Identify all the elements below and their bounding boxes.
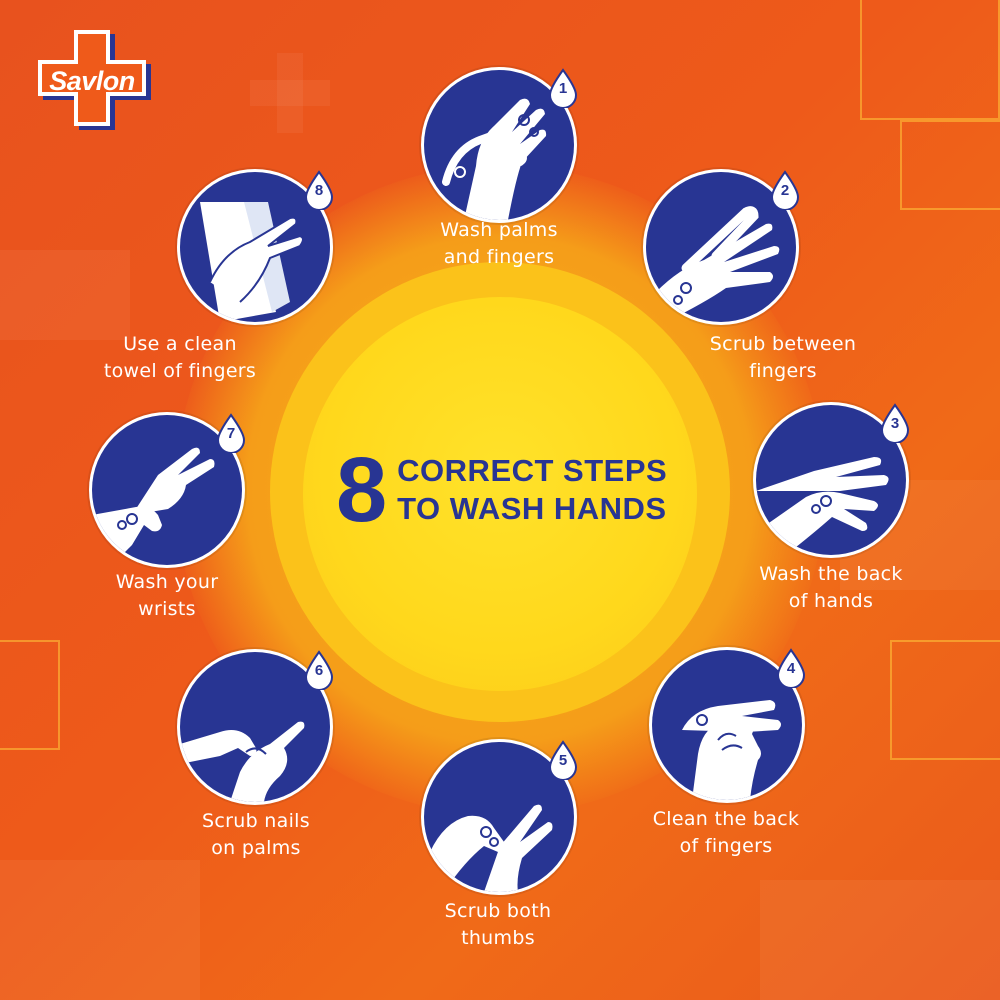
- step-1: 1: [424, 68, 578, 220]
- step-4-disc: [652, 650, 802, 800]
- headline-number: 8: [336, 439, 388, 541]
- step-4-label-line-2: of fingers: [679, 835, 773, 857]
- step-3-label: Wash the back of hands: [721, 561, 941, 615]
- step-3: 3: [756, 403, 910, 555]
- bg-cross-shape: [0, 250, 130, 340]
- step-5-label: Scrub both thumbs: [388, 898, 608, 952]
- headline-lines: CORRECT STEPS TO WASH HANDS: [397, 452, 667, 528]
- brand-name: Savlon: [49, 66, 135, 96]
- step-2-badge: 2: [768, 170, 802, 211]
- bg-cross-shape: [0, 860, 200, 1000]
- step-5-badge: 5: [546, 740, 580, 781]
- sun-center-circle: [303, 297, 697, 691]
- step-7-number: 7: [226, 425, 236, 442]
- step-7-label: Wash your wrists: [57, 569, 277, 623]
- step-4-label: Clean the back of fingers: [616, 806, 836, 860]
- savlon-logo: Savlon: [22, 24, 162, 134]
- step-6-disc: [180, 652, 330, 802]
- wash-back-of-hands-icon: [756, 457, 889, 555]
- step-6-label-line-2: on palms: [211, 837, 301, 859]
- wash-palms-icon: [442, 98, 547, 220]
- step-6-label-line-1: Scrub nails: [202, 810, 310, 832]
- headline: 8 CORRECT STEPS TO WASH HANDS: [336, 440, 676, 540]
- step-2-label-line-2: fingers: [749, 360, 817, 382]
- step-5-label-line-2: thumbs: [461, 927, 535, 949]
- bg-cross-shape: [277, 53, 303, 133]
- step-3-label-line-1: Wash the back: [759, 563, 903, 585]
- step-3-badge: 3: [878, 403, 912, 444]
- step-8-label: Use a clean towel of fingers: [70, 331, 290, 385]
- step-2: 2: [646, 170, 800, 322]
- headline-line-2: TO WASH HANDS: [397, 491, 667, 526]
- step-2-label-line-1: Scrub between: [709, 333, 857, 355]
- step-5-label-line-1: Scrub both: [444, 900, 552, 922]
- headline-line-1: CORRECT STEPS: [397, 453, 668, 488]
- step-2-label: Scrub between fingers: [673, 331, 893, 385]
- step-1-label: Wash palms and fingers: [389, 217, 609, 271]
- step-8-badge: 8: [302, 170, 336, 211]
- step-1-number: 1: [558, 80, 568, 97]
- bg-cross-shape: [760, 880, 1000, 1000]
- step-6-badge: 6: [302, 650, 336, 691]
- scrub-between-fingers-icon: [656, 206, 780, 322]
- step-5: 5: [424, 740, 578, 892]
- step-6-number: 6: [314, 662, 324, 679]
- step-4-label-line-1: Clean the back: [652, 808, 800, 830]
- step-1-badge: 1: [546, 68, 580, 109]
- step-7-label-line-2: wrists: [138, 598, 196, 620]
- step-5-number: 5: [558, 752, 568, 769]
- step-8-number: 8: [314, 182, 324, 199]
- outline-cross-shape: [900, 120, 1000, 210]
- bg-cross-shape: [250, 80, 330, 106]
- step-7-badge: 7: [214, 413, 248, 454]
- step-2-number: 2: [780, 182, 790, 199]
- step-8-label-line-1: Use a clean: [123, 333, 237, 355]
- step-3-number: 3: [890, 415, 900, 432]
- clean-back-of-fingers-icon: [682, 700, 781, 800]
- step-6: 6: [180, 650, 334, 802]
- step-3-disc: [756, 405, 906, 555]
- step-4-badge: 4: [774, 648, 808, 689]
- step-7-label-line-1: Wash your: [115, 571, 219, 593]
- clean-towel-icon: [200, 202, 304, 322]
- savlon-cross-logo-icon: [38, 30, 151, 130]
- outline-cross-shape: [890, 640, 1000, 760]
- scrub-nails-icon: [180, 721, 305, 802]
- step-3-label-line-2: of hands: [788, 590, 874, 612]
- step-6-label: Scrub nails on palms: [146, 808, 366, 862]
- step-4: 4: [652, 648, 806, 800]
- outline-cross-shape: [0, 640, 60, 750]
- step-7: 7: [92, 413, 246, 565]
- step-1-label-line-2: and fingers: [443, 246, 555, 268]
- step-8-label-line-2: towel of fingers: [103, 360, 257, 382]
- step-1-label-line-1: Wash palms: [440, 219, 558, 241]
- step-4-number: 4: [786, 660, 796, 677]
- outline-cross-shape: [860, 0, 1000, 120]
- step-8: 8: [180, 170, 334, 322]
